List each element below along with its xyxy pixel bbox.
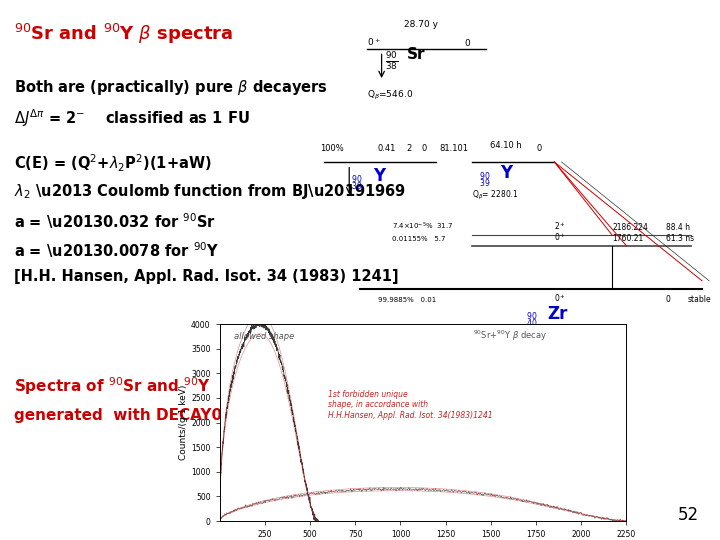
Text: 88.4 h: 88.4 h: [666, 222, 690, 232]
Text: 0: 0: [666, 295, 671, 305]
Text: 0$^+$: 0$^+$: [554, 293, 567, 305]
Text: 0: 0: [421, 144, 426, 153]
Text: 28.70 y: 28.70 y: [404, 20, 438, 29]
Text: $^{90}_{39}$: $^{90}_{39}$: [351, 173, 363, 193]
Text: Both are (practically) pure $\beta$ decayers: Both are (practically) pure $\beta$ deca…: [14, 78, 328, 97]
Text: 1st forbidden unique
shape, in accordance with
H.H.Hansen, Appl. Rad. Isot. 34(1: 1st forbidden unique shape, in accordanc…: [328, 390, 492, 420]
Text: Sr: Sr: [407, 48, 426, 63]
Text: Spectra of $^{90}$Sr and $^{90}$Y: Spectra of $^{90}$Sr and $^{90}$Y: [14, 375, 211, 397]
Text: $\lambda_2$ \u2013 Coulomb function from BJ\u20191969: $\lambda_2$ \u2013 Coulomb function from…: [14, 182, 407, 201]
Text: 0.41: 0.41: [378, 144, 397, 153]
Text: 81.101: 81.101: [439, 144, 468, 153]
Text: allowed shape: allowed shape: [234, 332, 294, 341]
Text: stable: stable: [688, 295, 711, 305]
Text: $^{90}_{40}$: $^{90}_{40}$: [526, 311, 537, 330]
Text: 0.01155%   5.7: 0.01155% 5.7: [392, 237, 446, 242]
Text: 2186.224: 2186.224: [612, 222, 648, 232]
Text: 64.10 h: 64.10 h: [490, 141, 521, 151]
Text: 0$^+$: 0$^+$: [554, 232, 567, 244]
Text: $^{90}_{39}$: $^{90}_{39}$: [479, 171, 490, 190]
Text: a = \u20130.032 for $^{90}$Sr: a = \u20130.032 for $^{90}$Sr: [14, 211, 217, 231]
Text: Y: Y: [500, 164, 513, 182]
Text: Y: Y: [373, 167, 385, 185]
Text: 2: 2: [407, 144, 412, 153]
Text: $\Delta J^{\Delta\pi}$ = 2$^{-}$    classified as 1 FU: $\Delta J^{\Delta\pi}$ = 2$^{-}$ classif…: [14, 107, 250, 129]
Text: $^{90}$Sr+$^{90}$Y $\beta$ decay: $^{90}$Sr+$^{90}$Y $\beta$ decay: [473, 328, 546, 343]
Text: C(E) = (Q$^{2}$+$\lambda_2$P$^{2}$)(1+aW): C(E) = (Q$^{2}$+$\lambda_2$P$^{2}$)(1+aW…: [14, 153, 212, 174]
Text: Q$_\beta$= 2280.1: Q$_\beta$= 2280.1: [472, 188, 518, 201]
Text: 0$^+$: 0$^+$: [367, 36, 381, 48]
Text: 100%: 100%: [320, 144, 344, 153]
Text: 2$^+$: 2$^+$: [554, 220, 567, 232]
Text: Zr: Zr: [547, 305, 567, 322]
Text: 7.4×10$^{-5}$%  31.7: 7.4×10$^{-5}$% 31.7: [392, 221, 454, 232]
Text: 0: 0: [536, 144, 541, 153]
Text: [H.H. Hansen, Appl. Rad. Isot. 34 (1983) 1241]: [H.H. Hansen, Appl. Rad. Isot. 34 (1983)…: [14, 269, 399, 285]
Text: generated  with DECAY0:: generated with DECAY0:: [14, 408, 229, 423]
Y-axis label: Counts/(g·1 keV): Counts/(g·1 keV): [179, 385, 189, 460]
Text: 1760.21: 1760.21: [612, 234, 643, 244]
Text: 52: 52: [678, 506, 698, 524]
Text: 0: 0: [464, 39, 470, 48]
Text: a = \u20130.0078 for $^{90}$Y: a = \u20130.0078 for $^{90}$Y: [14, 240, 220, 260]
Text: Q$_\beta$=546.0: Q$_\beta$=546.0: [367, 89, 413, 102]
Text: $\frac{90}{38}$: $\frac{90}{38}$: [385, 50, 398, 72]
Text: $^{90}$Sr and $^{90}$Y $\beta$ spectra: $^{90}$Sr and $^{90}$Y $\beta$ spectra: [14, 22, 234, 46]
Text: 99.9885%   0.01: 99.9885% 0.01: [378, 298, 436, 303]
Text: 61.3 ns: 61.3 ns: [666, 234, 694, 244]
